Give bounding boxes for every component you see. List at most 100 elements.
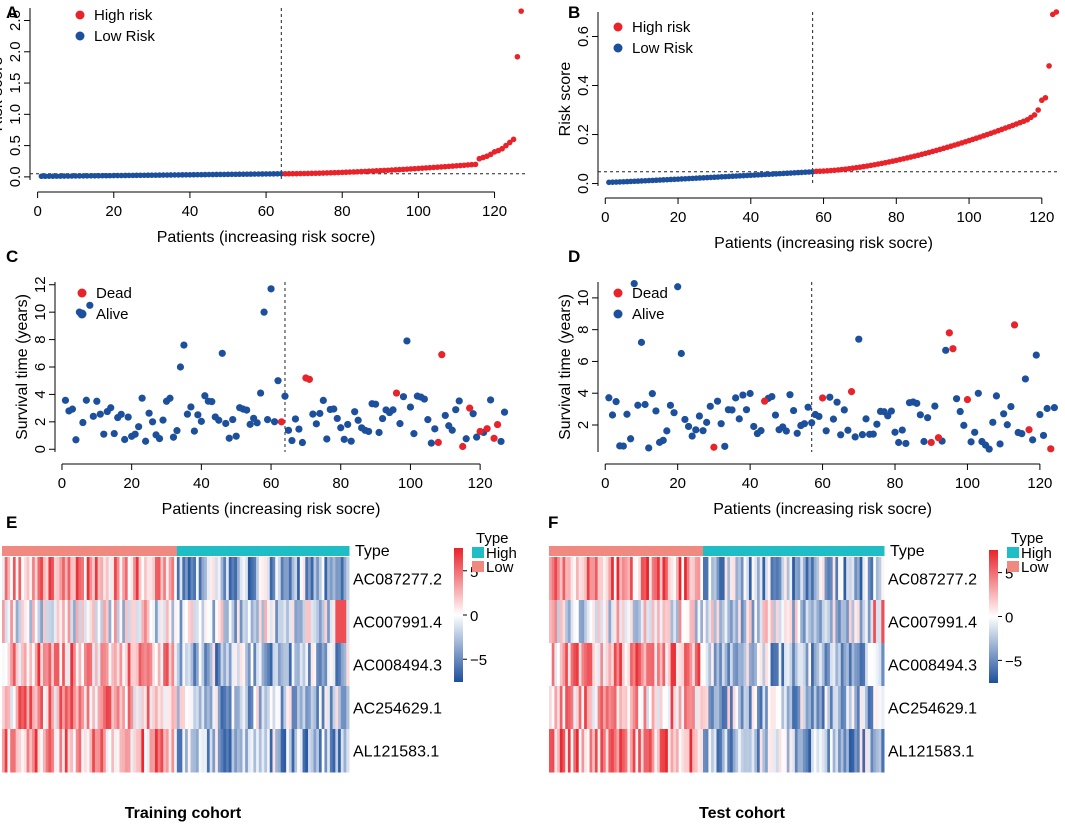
heatmap-cell <box>789 600 793 644</box>
heatmap-cell <box>220 729 224 773</box>
heatmap-cell <box>195 643 200 687</box>
heatmap-cell <box>124 686 129 730</box>
type-bar-cell <box>719 546 723 556</box>
heatmap-cell <box>73 557 77 601</box>
heatmap-cell <box>627 643 631 687</box>
heatmap-cell <box>816 557 820 601</box>
heatmap-cell <box>297 729 301 773</box>
heatmap-cell <box>34 557 39 601</box>
heatmap-cell <box>187 557 192 601</box>
heatmap-cell <box>201 600 205 644</box>
heatmap-cell <box>681 686 685 730</box>
legend-label: Low Risk <box>94 28 155 45</box>
heatmap-cell <box>767 557 772 601</box>
heatmap-cell <box>859 643 863 687</box>
heatmap-cell <box>264 557 268 601</box>
type-bar-cell <box>310 546 314 556</box>
alive-point <box>681 415 689 424</box>
type-bar-cell <box>686 546 690 556</box>
type-bar-cell <box>327 546 331 556</box>
type-bar-cell <box>239 546 243 556</box>
alive-point <box>89 412 97 420</box>
heatmap-cell <box>551 643 555 687</box>
heatmap-cell <box>297 643 301 687</box>
heatmap-cell <box>881 643 885 687</box>
heatmap-cell <box>45 557 49 601</box>
heatmap-cell <box>751 557 755 601</box>
alive-point <box>960 421 968 429</box>
heatmap-cell <box>10 643 14 687</box>
heatmap-cell <box>277 643 282 687</box>
cohort-caption: Training cohort <box>125 805 242 822</box>
type-bar-cell <box>694 546 699 556</box>
heatmap-cell <box>171 729 175 773</box>
heatmap-cell <box>135 600 140 644</box>
heatmap-cell <box>223 729 227 773</box>
type-bar-cell <box>124 546 129 556</box>
heatmap-cell <box>70 600 74 644</box>
alive-point <box>194 411 202 419</box>
type-bar-cell <box>748 546 753 556</box>
heatmap-cell <box>738 600 742 644</box>
heatmap-cell <box>236 729 241 773</box>
heatmap-cell <box>56 557 60 601</box>
heatmap-cell <box>100 729 104 773</box>
heatmap-cell <box>45 643 49 687</box>
alive-point <box>1039 431 1048 440</box>
heatmap-cell <box>67 557 71 601</box>
type-bar-cell <box>848 546 853 556</box>
heatmap-cell <box>651 600 655 644</box>
heatmap-cell <box>770 600 774 644</box>
heatmap-cell <box>23 686 28 730</box>
heatmap-cell <box>794 643 799 687</box>
type-bar-cell <box>56 546 60 556</box>
type-bar-cell <box>53 546 58 556</box>
type-bar-cell <box>711 546 715 556</box>
heatmap-cell <box>673 729 677 773</box>
alive-point <box>619 442 627 450</box>
heatmap-cell <box>316 686 320 730</box>
heatmap-cell <box>576 600 580 644</box>
heatmap-cell <box>212 643 216 687</box>
heatmap-cell <box>873 686 877 730</box>
heatmap-cell <box>662 729 666 773</box>
heatmap-cell <box>179 686 183 730</box>
alive-point <box>243 406 251 414</box>
alive-point <box>354 416 362 424</box>
alive-point <box>804 403 812 411</box>
dead-point <box>305 375 313 383</box>
type-bar-cell <box>86 546 90 556</box>
heatmap-cell <box>616 600 620 644</box>
heatmap-cell <box>651 557 655 601</box>
heatmap-cell <box>724 686 728 730</box>
heatmap-cell <box>870 686 874 730</box>
alive-point <box>190 427 198 435</box>
type-bar-cell <box>133 546 137 556</box>
alive-point <box>612 398 620 406</box>
heatmap-cell <box>152 729 156 773</box>
heatmap-cell <box>226 557 230 601</box>
heatmap-cell <box>549 729 553 773</box>
heatmap-cell <box>856 643 861 687</box>
alive-point <box>858 431 867 439</box>
heatmap-cell <box>816 729 820 773</box>
heatmap-cell <box>846 729 850 773</box>
heatmap-cell <box>152 643 156 687</box>
heatmap-cell <box>689 729 693 773</box>
type-bar-cell <box>667 546 672 556</box>
alive-point <box>96 410 104 418</box>
x-tick-label: 100 <box>957 209 982 226</box>
type-legend-swatch-low <box>472 561 484 572</box>
heatmap-cell <box>32 557 36 601</box>
heatmap-cell <box>324 643 328 687</box>
heatmap-cell <box>258 600 263 644</box>
heatmap-cell <box>848 557 853 601</box>
heatmap-cell <box>267 729 271 773</box>
heatmap-cell <box>592 557 596 601</box>
heatmap-cell <box>608 729 612 773</box>
heatmap-cell <box>277 557 282 601</box>
heatmap-cell <box>283 729 287 773</box>
heatmap-cell <box>275 600 279 644</box>
heatmap-cell <box>702 643 707 687</box>
heatmap-cell <box>840 557 844 601</box>
